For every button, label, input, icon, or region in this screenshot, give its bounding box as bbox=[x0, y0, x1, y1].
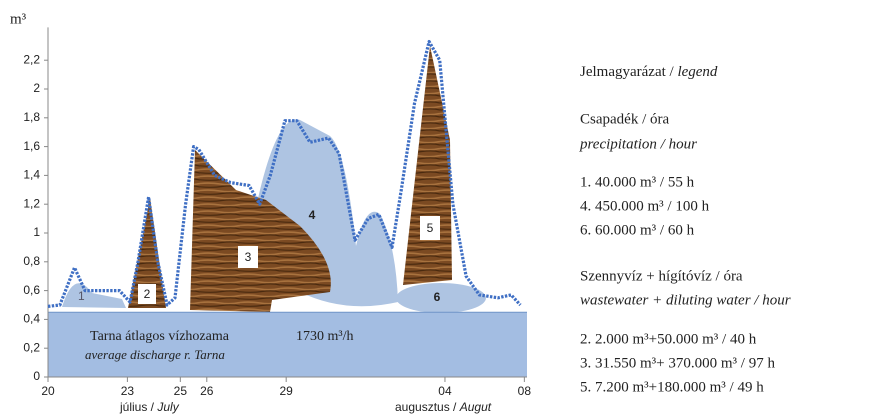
legend-text: 6. 60.000 m³ / 60 h bbox=[580, 222, 695, 238]
legend-text: wastewater + diluting water / hour bbox=[580, 292, 791, 308]
y-tick-label: 1,6 bbox=[23, 139, 40, 153]
illustration bbox=[62, 46, 486, 313]
month-label: július / July bbox=[119, 400, 180, 414]
month-label: augusztus / Augut bbox=[395, 400, 492, 414]
band-text: 1730 m³/h bbox=[296, 329, 353, 344]
month-text: Augut bbox=[459, 400, 492, 414]
y-unit: m³ bbox=[10, 11, 27, 27]
y-tick-label: 1,2 bbox=[23, 196, 40, 210]
legend-text: 4. 450.000 m³ / 100 h bbox=[580, 198, 710, 214]
legend-text: legend bbox=[677, 64, 717, 80]
legend-text: 2. 2.000 m³+50.000 m³ / 40 h bbox=[580, 331, 757, 347]
x-tick-label: 08 bbox=[518, 384, 532, 398]
y-tick-label: 1 bbox=[33, 225, 40, 239]
annotation: 6 bbox=[434, 290, 441, 304]
y-tick-label: 1,4 bbox=[23, 168, 40, 182]
annotation: 1 bbox=[78, 289, 85, 303]
x-tick-label: 23 bbox=[121, 384, 135, 398]
y-tick-label: 0,4 bbox=[23, 312, 40, 326]
x-tick-label: 29 bbox=[279, 384, 293, 398]
month-text: július / bbox=[119, 400, 157, 414]
legend-text: 5. 7.200 m³+180.000 m³ / 49 h bbox=[580, 379, 764, 395]
band-text: Tarna átlagos vízhozama bbox=[90, 329, 230, 344]
y-tick-label: 0,2 bbox=[23, 340, 40, 354]
month-text: augusztus / bbox=[395, 400, 460, 414]
average-band bbox=[48, 312, 527, 377]
annotation: 4 bbox=[309, 208, 316, 222]
band-text: average discharge r. Tarna bbox=[85, 347, 225, 362]
x-tick-label: 04 bbox=[438, 384, 452, 398]
area-5 bbox=[403, 46, 452, 285]
y-tick-label: 2 bbox=[33, 81, 40, 95]
y-tick-label: 0,6 bbox=[23, 283, 40, 297]
legend-text: Csapadék / óra bbox=[580, 111, 669, 127]
x-tick-label: 25 bbox=[174, 384, 188, 398]
legend-text: Szennyvíz + hígítóvíz / óra bbox=[580, 268, 743, 284]
legend-text: precipitation / hour bbox=[579, 136, 697, 152]
legend-text: 3. 31.550 m³+ 370.000 m³ / 97 h bbox=[580, 355, 775, 371]
annotation: 5 bbox=[427, 221, 434, 235]
y-tick-label: 0 bbox=[33, 369, 40, 383]
y-tick-label: 1,8 bbox=[23, 110, 40, 124]
annotation: 3 bbox=[245, 250, 252, 264]
legend-text: Jelmagyarázat / bbox=[580, 64, 677, 80]
legend-text: 1. 40.000 m³ / 55 h bbox=[580, 174, 695, 190]
x-tick-label: 26 bbox=[200, 384, 214, 398]
x-tick-label: 20 bbox=[41, 384, 55, 398]
month-text: July bbox=[156, 400, 179, 414]
legend: Jelmagyarázat / legend Csapadék / óra pr… bbox=[579, 64, 791, 395]
legend-heading: Jelmagyarázat / legend bbox=[580, 64, 718, 80]
area-1 bbox=[62, 283, 126, 308]
chart: 00,20,40,60,811,21,41,61,822,22023252629… bbox=[0, 0, 887, 418]
y-tick-label: 0,8 bbox=[23, 254, 40, 268]
annotation: 2 bbox=[144, 287, 151, 301]
y-tick-label: 2,2 bbox=[23, 52, 40, 66]
